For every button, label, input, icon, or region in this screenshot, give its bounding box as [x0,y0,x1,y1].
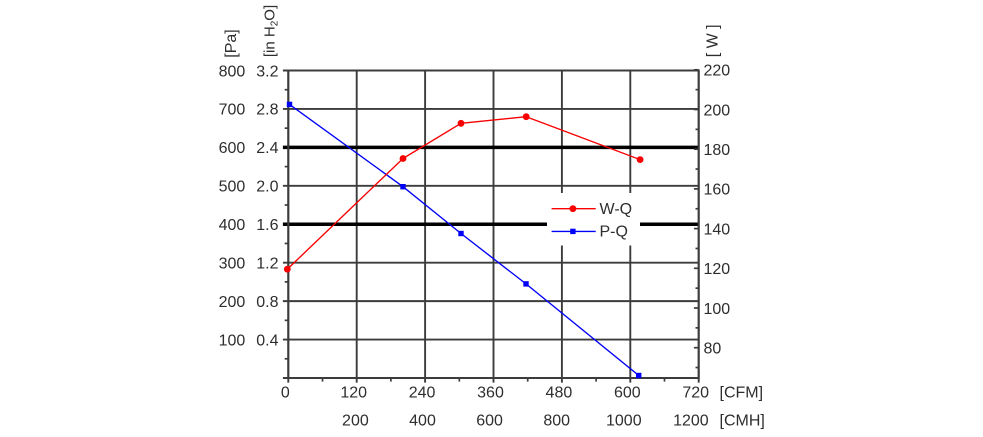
svg-text:800: 800 [219,63,246,80]
svg-text:480: 480 [546,384,573,401]
svg-text:600: 600 [219,140,246,157]
svg-text:100: 100 [219,332,246,349]
svg-text:1.6: 1.6 [256,217,278,234]
svg-text:100: 100 [704,301,731,318]
svg-text:0.8: 0.8 [256,294,278,311]
svg-text:1000: 1000 [606,413,642,430]
svg-text:400: 400 [409,413,436,430]
svg-text:1200: 1200 [673,413,709,430]
svg-text:[CMH]: [CMH] [720,413,765,430]
svg-text:120: 120 [340,384,367,401]
svg-text:[in H2O]: [in H2O] [262,5,281,57]
svg-text:P-Q: P-Q [600,224,628,241]
svg-text:240: 240 [409,384,436,401]
svg-text:200: 200 [342,413,369,430]
svg-text:W-Q: W-Q [600,201,633,218]
svg-text:720: 720 [682,384,709,401]
svg-text:200: 200 [219,294,246,311]
svg-text:220: 220 [704,63,731,80]
svg-text:600: 600 [476,413,503,430]
svg-text:160: 160 [704,182,731,199]
svg-text:200: 200 [704,102,731,119]
svg-text:180: 180 [704,142,731,159]
svg-text:80: 80 [704,341,722,358]
svg-text:120: 120 [704,261,731,278]
svg-text:2.4: 2.4 [256,140,278,157]
svg-text:140: 140 [704,221,731,238]
svg-text:2.0: 2.0 [256,179,278,196]
svg-text:1.2: 1.2 [256,256,278,273]
svg-text:[Pa]: [Pa] [223,29,240,57]
svg-text:600: 600 [614,384,641,401]
svg-text:500: 500 [219,179,246,196]
svg-text:800: 800 [543,413,570,430]
svg-text:2.8: 2.8 [256,102,278,119]
svg-text:[ W ]: [ W ] [705,24,722,57]
svg-text:400: 400 [219,217,246,234]
svg-text:360: 360 [477,384,504,401]
svg-text:[CFM]: [CFM] [720,384,764,401]
svg-text:0.4: 0.4 [256,332,278,349]
svg-text:0: 0 [281,384,290,401]
svg-text:3.2: 3.2 [256,63,278,80]
svg-text:700: 700 [219,102,246,119]
svg-text:300: 300 [219,256,246,273]
